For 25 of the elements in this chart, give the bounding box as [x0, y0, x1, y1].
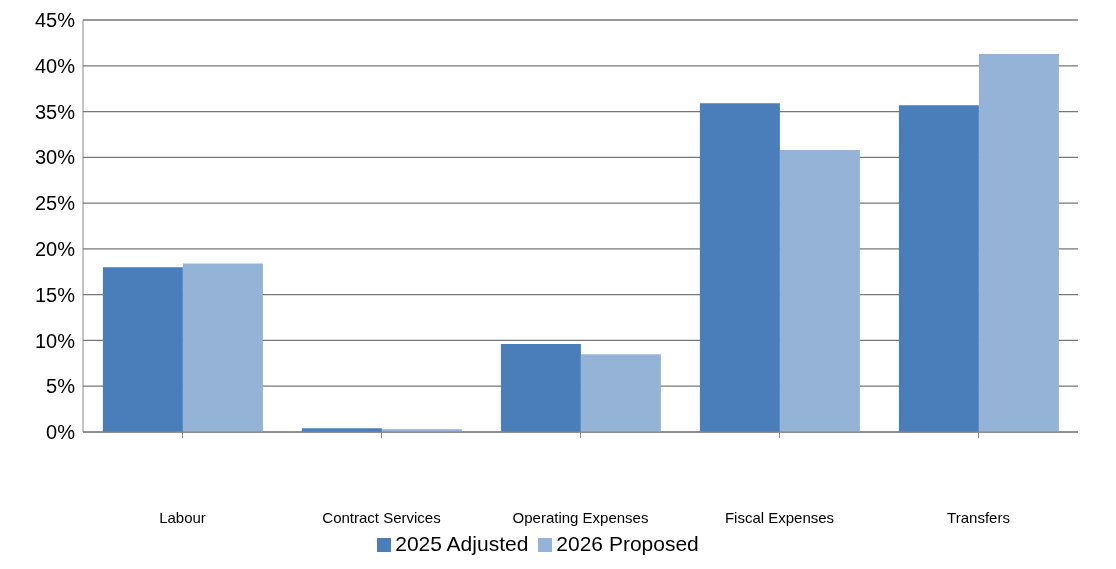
- bar: [500, 344, 581, 432]
- bar: [182, 263, 263, 432]
- x-tick-label: Transfers: [947, 508, 1010, 526]
- bar: [898, 105, 979, 432]
- y-tick-label: 20%: [34, 237, 76, 260]
- y-tick-label: 30%: [34, 146, 76, 169]
- y-tick-label: 25%: [34, 192, 76, 215]
- bar: [699, 103, 780, 432]
- y-tick-label: 0%: [46, 421, 76, 444]
- x-tick-label: Labour: [159, 508, 206, 526]
- y-tick-label: 10%: [34, 329, 76, 352]
- y-tick-label: 15%: [34, 283, 76, 306]
- x-tick-label: Operating Expenses: [512, 508, 649, 526]
- legend-label: 2026 Proposed: [556, 532, 699, 555]
- bar: [779, 150, 860, 432]
- bar: [580, 354, 661, 432]
- y-tick-label: 45%: [34, 9, 76, 32]
- bar: [978, 53, 1059, 432]
- y-tick-label: 40%: [34, 54, 76, 77]
- bar: [102, 267, 183, 432]
- y-tick-label: 5%: [46, 375, 76, 398]
- legend-label: 2025 Adjusted: [395, 532, 529, 555]
- x-tick-label: Fiscal Expenses: [724, 508, 835, 526]
- y-tick-label: 35%: [34, 100, 76, 123]
- x-tick-label: Contract Services: [322, 508, 441, 526]
